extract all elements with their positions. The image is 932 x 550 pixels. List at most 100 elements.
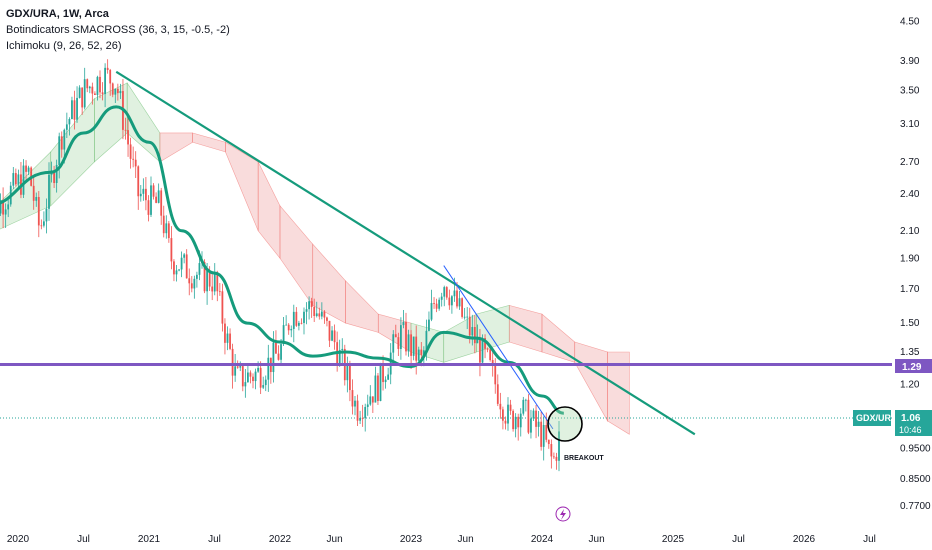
candle-body (514, 416, 517, 430)
candle-body (76, 97, 78, 120)
candle-body (428, 319, 430, 331)
candle-body (371, 396, 374, 403)
candle-body (234, 366, 237, 376)
candle-body (22, 165, 25, 195)
candle-body (298, 322, 300, 326)
indicator-smacross[interactable]: Botindicators SMACROSS (36, 3, 15, -0.5,… (6, 24, 230, 36)
x-tick-2: 2021 (138, 534, 161, 545)
candle-body (532, 410, 535, 419)
candle-body (129, 144, 132, 159)
cloud-segment (312, 243, 346, 324)
candle-body (142, 188, 145, 194)
candle-body (4, 209, 7, 215)
candle-body (224, 323, 226, 343)
candle-body (145, 188, 147, 201)
candle-body (88, 86, 91, 89)
cloud-segment (574, 341, 608, 423)
candle-body (410, 334, 412, 356)
candle-body (359, 417, 361, 421)
candle-body (55, 164, 58, 184)
y-tick-7: 1.90 (900, 253, 920, 264)
svg-text:1.29: 1.29 (902, 362, 922, 373)
y-tick-13: 0.8500 (900, 474, 931, 485)
candle-body (152, 185, 155, 197)
candle-body (545, 425, 548, 440)
candle-body (433, 303, 435, 304)
candle-body (356, 400, 359, 421)
candle-body (277, 353, 280, 360)
candle-body (537, 421, 540, 427)
candle-body (165, 223, 168, 234)
candle-body (320, 311, 323, 317)
candle-body (134, 159, 137, 167)
candle-body (124, 129, 127, 131)
candle-body (481, 338, 484, 363)
candle-body (183, 254, 186, 258)
candle-body (486, 348, 489, 350)
cloud-segment (0, 151, 52, 230)
candle-body (139, 193, 142, 197)
candle-body (494, 365, 497, 385)
candle-body (244, 382, 247, 387)
indicator-ichimoku[interactable]: Ichimoku (9, 26, 52, 26) (6, 40, 122, 52)
candle-body (175, 270, 178, 275)
cloud-segment (476, 304, 510, 353)
symbol-title[interactable]: GDX/URA, 1W, Arca (6, 8, 109, 20)
candle-body (310, 301, 313, 307)
candle-body (499, 403, 502, 410)
breakout-circle[interactable] (547, 406, 583, 442)
candle-body (275, 342, 277, 354)
candle-body (315, 313, 318, 316)
x-tick-8: 2024 (531, 534, 554, 545)
lightning-icon[interactable] (555, 506, 571, 522)
candle-body (366, 404, 369, 407)
candle-body (73, 100, 76, 120)
candle-body (150, 185, 152, 215)
x-tick-10: 2025 (662, 534, 685, 545)
candle-body (333, 330, 336, 343)
candle-body (32, 185, 35, 201)
candle-body (262, 385, 265, 388)
candle-body (507, 404, 509, 424)
candle-body (7, 204, 10, 210)
y-tick-4: 2.70 (900, 157, 920, 168)
candle-body (231, 348, 234, 376)
y-tick-14: 0.7700 (900, 501, 931, 512)
candle-body (553, 456, 555, 458)
sma-line[interactable] (0, 105, 565, 415)
candle-body (160, 190, 163, 216)
y-tick-11: 1.20 (900, 379, 920, 390)
candle-body (517, 416, 520, 428)
candle-body (127, 130, 129, 145)
candle-body (43, 221, 45, 226)
y-tick-2: 3.50 (900, 86, 920, 97)
trendline-major[interactable] (115, 70, 696, 436)
svg-text:1.06: 1.06 (901, 413, 921, 424)
candle-body (425, 330, 428, 351)
candle-body (0, 200, 2, 214)
candle-body (35, 196, 38, 201)
candle-body (448, 297, 451, 306)
trendline-minor[interactable] (443, 265, 554, 430)
candle-body (422, 350, 425, 355)
candle-body (83, 79, 86, 108)
candle-body (346, 365, 349, 381)
candle-body (451, 296, 453, 306)
candle-body (405, 322, 407, 352)
x-tick-9: Jun (589, 534, 605, 545)
candle-body (491, 359, 494, 366)
candle-body (440, 296, 443, 300)
candle-body (12, 173, 15, 186)
candle-body (170, 238, 173, 262)
candle-body (456, 290, 458, 307)
candle-body (239, 366, 242, 368)
candle-body (519, 413, 522, 428)
candle-body (463, 316, 466, 318)
chart-legend: GDX/URA, 1W, Arca Botindicators SMACROSS… (6, 6, 230, 54)
candle-body (78, 87, 81, 98)
x-tick-12: 2026 (793, 534, 816, 545)
candle-body (114, 88, 117, 95)
candle-body (109, 69, 112, 84)
x-tick-6: 2023 (400, 534, 423, 545)
